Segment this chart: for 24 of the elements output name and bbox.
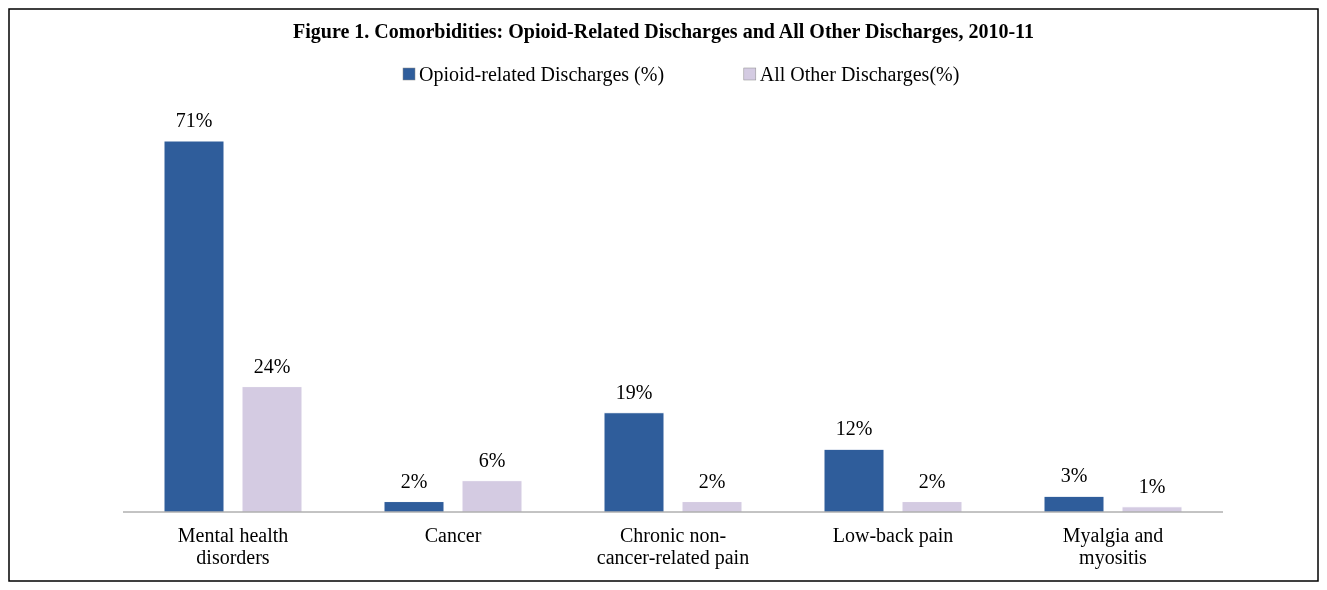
x-tick-label: Mental health disorders (177, 524, 289, 568)
x-tick-label: Cancer (424, 524, 482, 546)
bar (163, 140, 225, 513)
bar (241, 386, 303, 513)
data-label: 71% (175, 109, 213, 131)
bar (823, 448, 885, 513)
legend-label: Opioid-related Discharges (%) (419, 63, 665, 86)
legend-label: All Other Discharges(%) (759, 63, 960, 86)
bar (1043, 495, 1105, 513)
data-label: 19% (615, 380, 653, 403)
data-label: 2% (698, 469, 726, 492)
chart-title: Figure 1. Comorbidities: Opioid-Related Discharges and All Other Discharges, 2010-11 (293, 20, 1034, 43)
data-label: 24% (253, 354, 291, 377)
data-label: 2% (918, 469, 946, 492)
data-label: 12% (835, 417, 873, 440)
data-label: 1% (1138, 474, 1166, 497)
data-label: 2% (400, 469, 428, 492)
x-tick-label: Myalgia and myositis (1062, 524, 1164, 569)
x-tick-label: Low-back pain (832, 524, 954, 547)
data-label: 3% (1060, 464, 1088, 487)
data-label: 6% (478, 448, 506, 471)
x-tick-label: Chronic non-cancer-related pain (596, 524, 750, 569)
bar (461, 480, 523, 513)
bar (603, 412, 665, 513)
